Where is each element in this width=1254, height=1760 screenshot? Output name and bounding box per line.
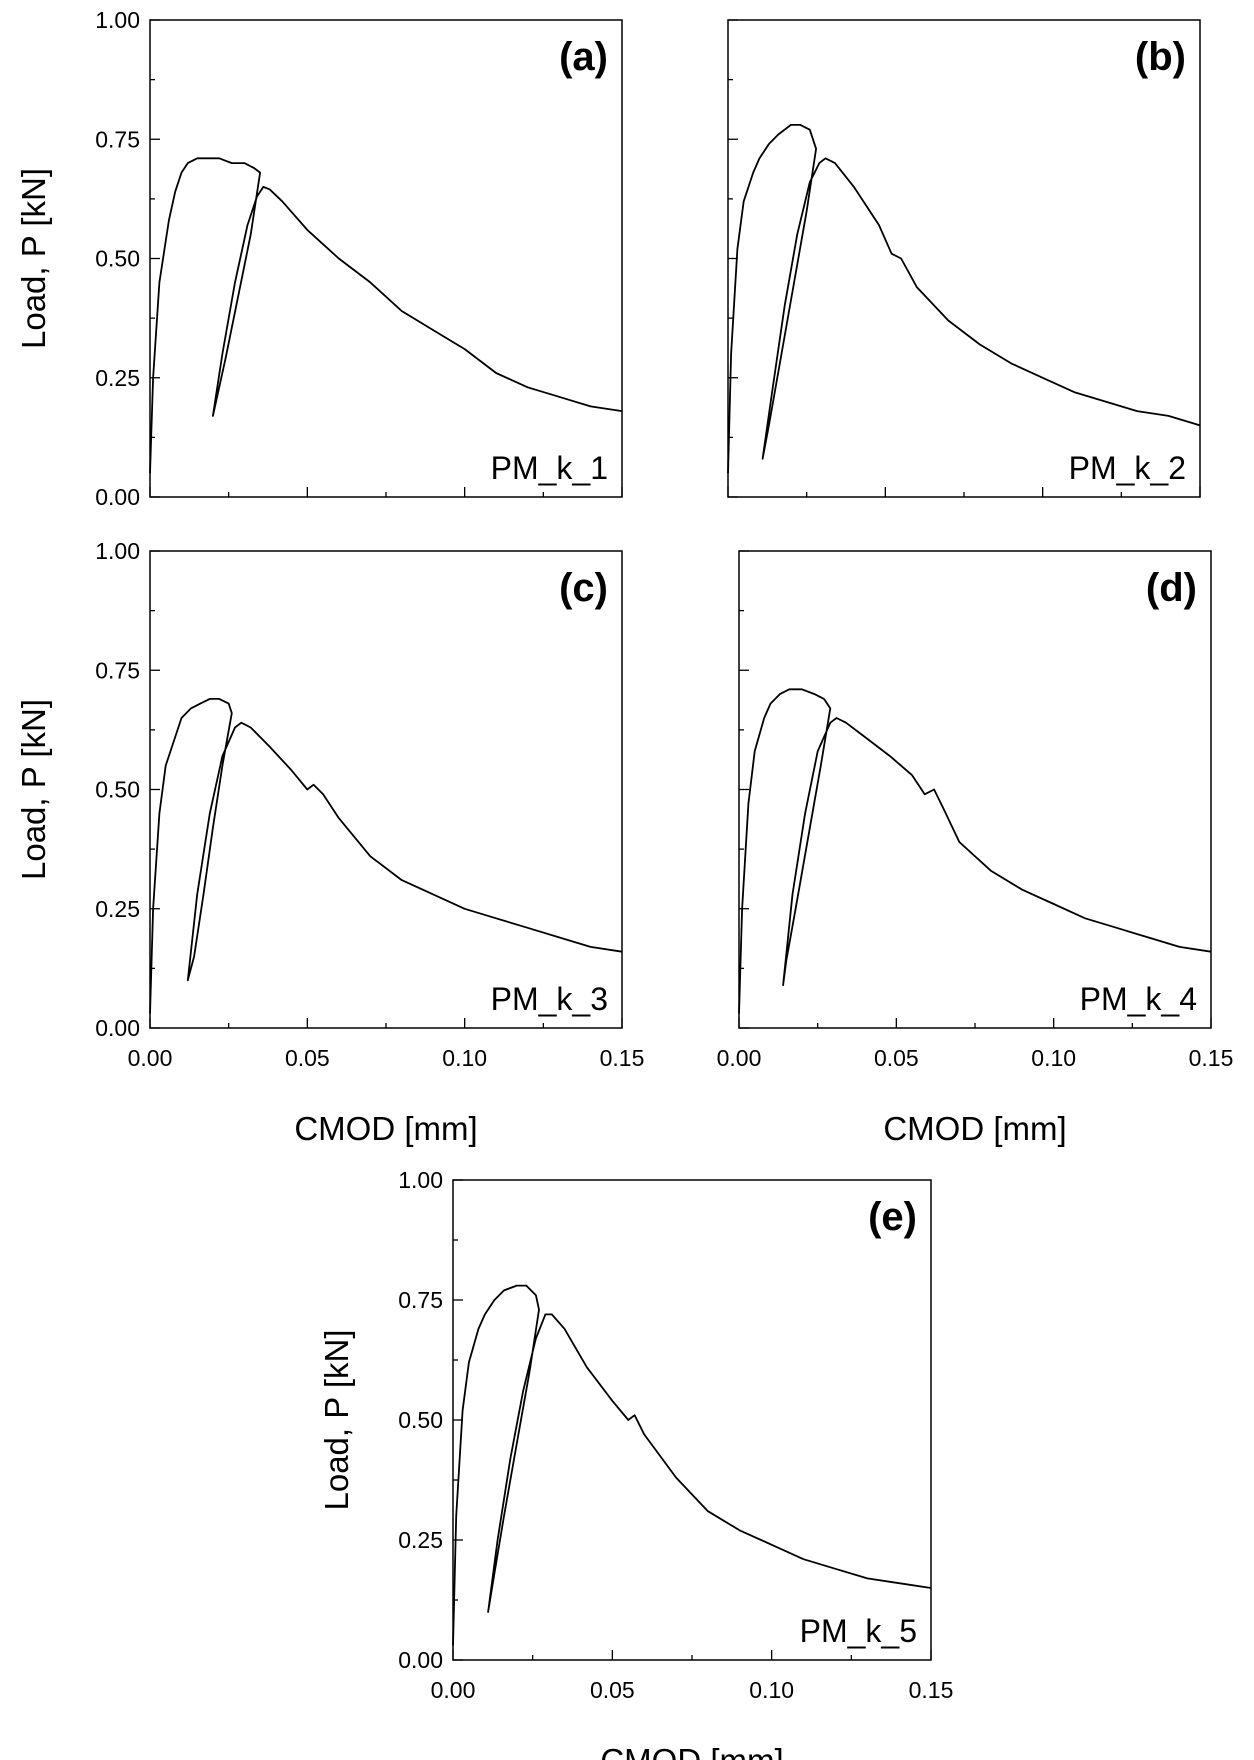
y-tick-label: 0.25 — [95, 896, 140, 922]
x-tick-label: 0.15 — [600, 1045, 645, 1071]
x-tick-label: 0.00 — [128, 1045, 173, 1071]
y-tick-label: 0.75 — [95, 126, 140, 152]
y-tick-label: 0.25 — [398, 1527, 443, 1553]
load-cmod-curve — [738, 688, 1212, 1014]
x-tick-label: 0.15 — [909, 1677, 954, 1703]
y-tick-label: 0.50 — [95, 246, 140, 272]
load-cmod-curve — [727, 124, 1201, 474]
specimen-label: PM_k_2 — [1069, 450, 1186, 486]
x-tick-label: 0.00 — [431, 1677, 476, 1703]
panel-label: (a) — [559, 35, 608, 79]
x-tick-label: 0.05 — [590, 1677, 635, 1703]
panel-label: (c) — [559, 566, 608, 610]
y-tick-label: 1.00 — [95, 7, 140, 33]
y-tick-label: 0.00 — [398, 1647, 443, 1673]
chart-panel-b: (b) PM_k_2 — [727, 19, 1201, 498]
x-tick-label: 0.10 — [442, 1045, 487, 1071]
x-tick-label: 0.10 — [1031, 1045, 1076, 1071]
x-axis-title: CMOD [mm] — [883, 1110, 1066, 1147]
x-tick-label: 0.15 — [1189, 1045, 1234, 1071]
plot-frame — [149, 550, 623, 1029]
y-axis-title: Load, P [kN] — [15, 699, 52, 880]
x-axis-title: CMOD [mm] — [600, 1742, 783, 1760]
x-tick-label: 0.05 — [285, 1045, 330, 1071]
load-cmod-curve — [452, 1284, 932, 1646]
y-tick-label: 0.75 — [398, 1287, 443, 1313]
specimen-label: PM_k_3 — [491, 981, 608, 1017]
chart-panel-d: 0.00 0.05 0.10 0.15 CMOD [mm] (d) PM_k_4 — [717, 550, 1234, 1147]
y-tick-label: 1.00 — [95, 538, 140, 564]
y-tick-label: 1.00 — [398, 1167, 443, 1193]
y-tick-label: 0.50 — [398, 1407, 443, 1433]
plot-frame — [149, 19, 623, 498]
plot-frame — [452, 1179, 932, 1661]
y-tick-label: 0.00 — [95, 484, 140, 510]
chart-panel-c: 0.00 0.25 0.50 0.75 1.00 0.00 0.05 0.10 0.15 Load… — [15, 538, 644, 1147]
y-tick-label: 0.50 — [95, 777, 140, 803]
panel-label: (b) — [1135, 35, 1186, 79]
panel-label: (e) — [868, 1195, 917, 1239]
load-cmod-curve — [149, 157, 623, 474]
panel-label: (d) — [1146, 566, 1197, 610]
specimen-label: PM_k_1 — [491, 450, 608, 486]
y-tick-label: 0.75 — [95, 657, 140, 683]
x-tick-label: 0.10 — [749, 1677, 794, 1703]
x-axis-title: CMOD [mm] — [294, 1110, 477, 1147]
chart-panel-e: 0.00 0.25 0.50 0.75 1.00 0.00 0.05 0.10 0.15 Load… — [318, 1167, 953, 1760]
chart-panel-a: 0.00 0.25 0.50 0.75 1.00 Load, P [kN] (a) PM_k_… — [15, 7, 623, 510]
specimen-label: PM_k_5 — [800, 1613, 917, 1649]
y-axis-title: Load, P [kN] — [15, 168, 52, 349]
load-cmod-curve — [149, 698, 623, 1014]
x-tick-label: 0.00 — [717, 1045, 762, 1071]
x-tick-label: 0.05 — [874, 1045, 919, 1071]
y-tick-label: 0.25 — [95, 365, 140, 391]
y-tick-label: 0.00 — [95, 1015, 140, 1041]
y-axis-title: Load, P [kN] — [318, 1329, 355, 1510]
specimen-label: PM_k_4 — [1080, 981, 1197, 1017]
